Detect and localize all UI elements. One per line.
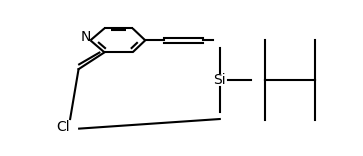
Text: Cl: Cl	[56, 120, 70, 134]
Text: Si: Si	[213, 73, 226, 87]
Text: N: N	[81, 30, 91, 44]
